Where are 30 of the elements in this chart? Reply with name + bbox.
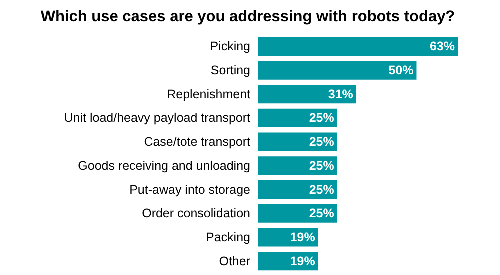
data-label: 63% — [430, 40, 455, 54]
bar — [258, 180, 338, 200]
data-label: 19% — [290, 230, 316, 244]
data-label: 25% — [309, 182, 334, 197]
bar — [258, 37, 458, 56]
data-label: 25% — [309, 206, 334, 221]
data-label: 50% — [388, 64, 414, 78]
y-tick-label: Packing — [206, 230, 251, 244]
data-label: 25% — [309, 158, 334, 173]
data-label: 25% — [309, 135, 334, 150]
data-label: 31% — [328, 87, 354, 102]
y-tick-label: Replenishment — [167, 87, 252, 102]
chart-title: Which use cases are you addressing with robots today? — [40, 8, 456, 26]
y-tick-label: Picking — [210, 40, 251, 54]
data-label: 25% — [309, 111, 334, 126]
y-tick-label: Put-away into storage — [130, 182, 251, 197]
bar — [258, 156, 338, 176]
bar — [258, 228, 318, 247]
bar — [258, 61, 417, 80]
bar — [258, 108, 338, 128]
y-tick-label: Other — [219, 254, 250, 268]
y-tick-label: Unit load/heavy payload transport — [64, 111, 252, 126]
data-label: 19% — [290, 254, 316, 268]
y-tick-label: Order consolidation — [142, 206, 251, 221]
y-tick-label: Case/tote transport — [144, 135, 252, 150]
y-tick-label: Sorting — [210, 64, 251, 78]
bar — [258, 132, 338, 152]
y-tick-label: Goods receiving and unloading — [78, 158, 251, 173]
bar — [258, 204, 338, 223]
bar — [258, 85, 356, 104]
